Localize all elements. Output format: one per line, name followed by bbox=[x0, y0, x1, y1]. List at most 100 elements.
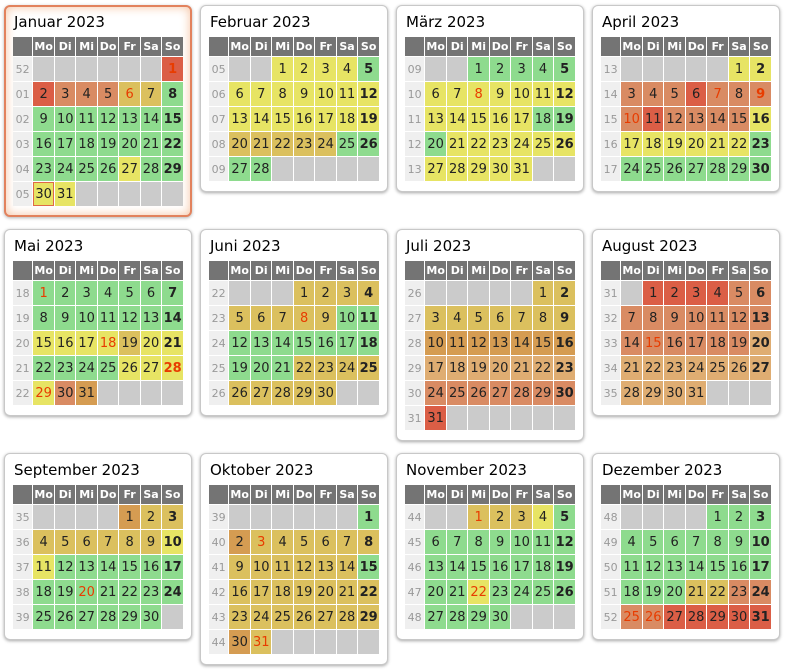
day-cell-17[interactable]: 17 bbox=[76, 331, 97, 355]
day-cell-7[interactable]: 7 bbox=[685, 530, 707, 554]
day-cell-24[interactable]: 24 bbox=[76, 356, 97, 380]
day-cell-5[interactable]: 5 bbox=[664, 82, 685, 106]
day-cell-5[interactable]: 5 bbox=[229, 306, 250, 330]
day-cell-8[interactable]: 8 bbox=[119, 530, 140, 554]
day-cell-7[interactable]: 7 bbox=[446, 82, 468, 106]
day-cell-8[interactable]: 8 bbox=[707, 530, 728, 554]
day-cell-4[interactable]: 4 bbox=[532, 505, 554, 529]
day-cell-26[interactable]: 26 bbox=[664, 157, 685, 181]
day-cell-20[interactable]: 20 bbox=[750, 331, 771, 355]
day-cell-4[interactable]: 4 bbox=[358, 281, 379, 305]
day-cell-3[interactable]: 3 bbox=[336, 281, 358, 305]
day-cell-19[interactable]: 19 bbox=[728, 331, 750, 355]
day-cell-27[interactable]: 27 bbox=[76, 605, 97, 629]
day-cell-30[interactable]: 30 bbox=[140, 605, 162, 629]
day-cell-29[interactable]: 29 bbox=[707, 605, 728, 629]
day-cell-29[interactable]: 29 bbox=[119, 605, 140, 629]
day-cell-1[interactable]: 1 bbox=[358, 505, 379, 529]
day-cell-13[interactable]: 13 bbox=[229, 107, 250, 131]
day-cell-29[interactable]: 29 bbox=[468, 157, 489, 181]
day-cell-5[interactable]: 5 bbox=[554, 57, 575, 81]
day-cell-14[interactable]: 14 bbox=[250, 107, 272, 131]
day-cell-14[interactable]: 14 bbox=[162, 306, 183, 330]
day-cell-1[interactable]: 1 bbox=[162, 57, 183, 81]
day-cell-20[interactable]: 20 bbox=[76, 580, 97, 604]
day-cell-19[interactable]: 19 bbox=[293, 580, 315, 604]
day-cell-25[interactable]: 25 bbox=[97, 356, 119, 380]
day-cell-21[interactable]: 21 bbox=[621, 356, 642, 380]
day-cell-19[interactable]: 19 bbox=[97, 132, 119, 156]
day-cell-11[interactable]: 11 bbox=[642, 107, 664, 131]
day-cell-8[interactable]: 8 bbox=[358, 530, 379, 554]
day-cell-29[interactable]: 29 bbox=[728, 157, 750, 181]
day-cell-26[interactable]: 26 bbox=[229, 381, 250, 405]
day-cell-25[interactable]: 25 bbox=[358, 356, 379, 380]
day-cell-12[interactable]: 12 bbox=[97, 107, 119, 131]
day-cell-11[interactable]: 11 bbox=[532, 530, 554, 554]
day-cell-3[interactable]: 3 bbox=[750, 505, 771, 529]
day-cell-21[interactable]: 21 bbox=[272, 356, 293, 380]
day-cell-3[interactable]: 3 bbox=[250, 530, 272, 554]
day-cell-24[interactable]: 24 bbox=[250, 605, 272, 629]
day-cell-19[interactable]: 19 bbox=[642, 580, 664, 604]
day-cell-28[interactable]: 28 bbox=[685, 605, 707, 629]
day-cell-15[interactable]: 15 bbox=[272, 107, 293, 131]
day-cell-8[interactable]: 8 bbox=[468, 530, 489, 554]
day-cell-21[interactable]: 21 bbox=[707, 132, 728, 156]
day-cell-9[interactable]: 9 bbox=[140, 530, 162, 554]
day-cell-1[interactable]: 1 bbox=[468, 57, 489, 81]
day-cell-7[interactable]: 7 bbox=[621, 306, 642, 330]
day-cell-19[interactable]: 19 bbox=[119, 331, 140, 355]
day-cell-18[interactable]: 18 bbox=[33, 580, 54, 604]
day-cell-30[interactable]: 30 bbox=[489, 157, 511, 181]
day-cell-5[interactable]: 5 bbox=[358, 57, 379, 81]
day-cell-6[interactable]: 6 bbox=[229, 82, 250, 106]
day-cell-27[interactable]: 27 bbox=[140, 356, 162, 380]
day-cell-14[interactable]: 14 bbox=[446, 107, 468, 131]
day-cell-18[interactable]: 18 bbox=[446, 356, 468, 380]
day-cell-24[interactable]: 24 bbox=[315, 132, 336, 156]
day-cell-29[interactable]: 29 bbox=[33, 381, 54, 405]
day-cell-16[interactable]: 16 bbox=[315, 331, 336, 355]
day-cell-18[interactable]: 18 bbox=[532, 107, 554, 131]
day-cell-4[interactable]: 4 bbox=[707, 281, 728, 305]
day-cell-28[interactable]: 28 bbox=[336, 605, 358, 629]
day-cell-26[interactable]: 26 bbox=[554, 132, 575, 156]
day-cell-4[interactable]: 4 bbox=[97, 281, 119, 305]
day-cell-7[interactable]: 7 bbox=[511, 306, 532, 330]
day-cell-12[interactable]: 12 bbox=[468, 331, 489, 355]
day-cell-29[interactable]: 29 bbox=[358, 605, 379, 629]
day-cell-20[interactable]: 20 bbox=[250, 356, 272, 380]
day-cell-28[interactable]: 28 bbox=[621, 381, 642, 405]
day-cell-31[interactable]: 31 bbox=[685, 381, 707, 405]
day-cell-21[interactable]: 21 bbox=[685, 580, 707, 604]
day-cell-18[interactable]: 18 bbox=[358, 331, 379, 355]
day-cell-16[interactable]: 16 bbox=[54, 331, 76, 355]
day-cell-30[interactable]: 30 bbox=[54, 381, 76, 405]
day-cell-26[interactable]: 26 bbox=[642, 605, 664, 629]
day-cell-21[interactable]: 21 bbox=[511, 356, 532, 380]
day-cell-24[interactable]: 24 bbox=[162, 580, 183, 604]
day-cell-28[interactable]: 28 bbox=[272, 381, 293, 405]
day-cell-28[interactable]: 28 bbox=[446, 157, 468, 181]
day-cell-28[interactable]: 28 bbox=[446, 605, 468, 629]
day-cell-6[interactable]: 6 bbox=[685, 82, 707, 106]
day-cell-2[interactable]: 2 bbox=[664, 281, 685, 305]
day-cell-2[interactable]: 2 bbox=[489, 57, 511, 81]
day-cell-11[interactable]: 11 bbox=[707, 306, 728, 330]
day-cell-10[interactable]: 10 bbox=[685, 306, 707, 330]
day-cell-25[interactable]: 25 bbox=[621, 605, 642, 629]
day-cell-21[interactable]: 21 bbox=[250, 132, 272, 156]
day-cell-7[interactable]: 7 bbox=[272, 306, 293, 330]
day-cell-26[interactable]: 26 bbox=[54, 605, 76, 629]
day-cell-16[interactable]: 16 bbox=[554, 331, 575, 355]
day-cell-19[interactable]: 19 bbox=[664, 132, 685, 156]
day-cell-7[interactable]: 7 bbox=[97, 530, 119, 554]
day-cell-10[interactable]: 10 bbox=[336, 306, 358, 330]
day-cell-11[interactable]: 11 bbox=[358, 306, 379, 330]
day-cell-31[interactable]: 31 bbox=[54, 182, 76, 206]
day-cell-30[interactable]: 30 bbox=[33, 182, 54, 206]
day-cell-10[interactable]: 10 bbox=[162, 530, 183, 554]
day-cell-31[interactable]: 31 bbox=[511, 157, 532, 181]
day-cell-10[interactable]: 10 bbox=[76, 306, 97, 330]
